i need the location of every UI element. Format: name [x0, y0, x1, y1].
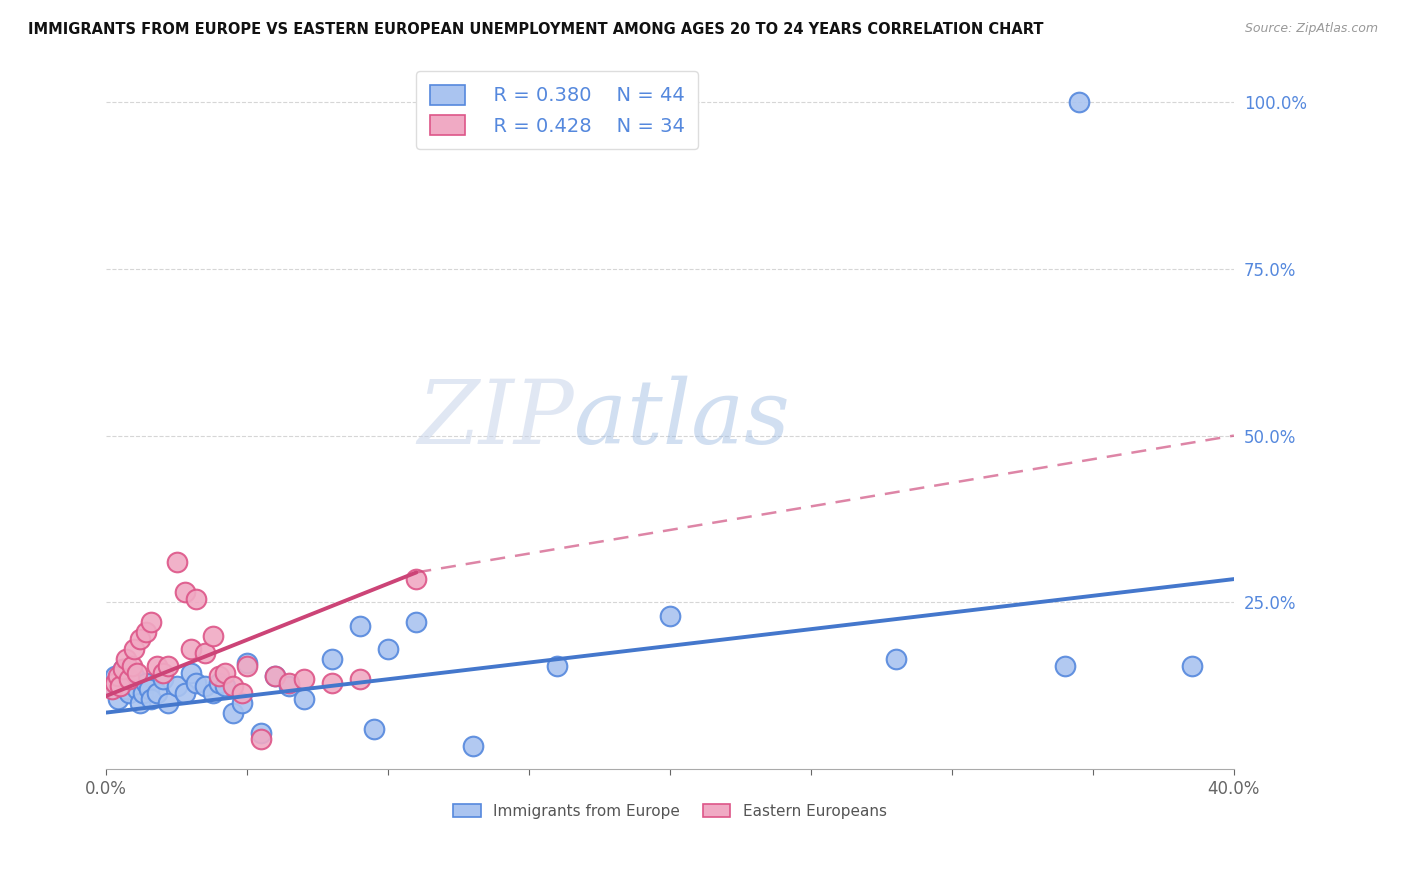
Point — [174, 685, 197, 699]
Text: atlas: atlas — [574, 376, 790, 462]
Point — [214, 679, 236, 693]
Point — [118, 685, 141, 699]
Point — [138, 682, 160, 697]
Point — [377, 642, 399, 657]
Point — [146, 658, 169, 673]
Point — [115, 652, 138, 666]
Point — [180, 665, 202, 680]
Point — [127, 682, 149, 697]
Point — [250, 725, 273, 739]
Point — [152, 665, 174, 680]
Point — [884, 652, 907, 666]
Point — [157, 658, 180, 673]
Point — [222, 706, 245, 720]
Point — [222, 679, 245, 693]
Point — [202, 685, 225, 699]
Point — [1053, 658, 1076, 673]
Point — [202, 629, 225, 643]
Point — [141, 692, 163, 706]
Point — [461, 739, 484, 753]
Point — [214, 665, 236, 680]
Point — [166, 555, 188, 569]
Point — [194, 646, 217, 660]
Point — [104, 675, 127, 690]
Point — [124, 669, 146, 683]
Point — [349, 619, 371, 633]
Point — [236, 656, 259, 670]
Point — [135, 675, 157, 690]
Point — [107, 669, 129, 683]
Point — [321, 652, 343, 666]
Point — [231, 685, 253, 699]
Text: Source: ZipAtlas.com: Source: ZipAtlas.com — [1244, 22, 1378, 36]
Point — [250, 732, 273, 747]
Point — [101, 679, 124, 693]
Point — [135, 625, 157, 640]
Point — [186, 675, 208, 690]
Point — [1067, 95, 1090, 109]
Point — [1181, 658, 1204, 673]
Point — [110, 675, 132, 690]
Point — [121, 672, 143, 686]
Point — [107, 692, 129, 706]
Point — [236, 658, 259, 673]
Point — [278, 675, 301, 690]
Point — [121, 658, 143, 673]
Point — [292, 692, 315, 706]
Point — [124, 642, 146, 657]
Point — [180, 642, 202, 657]
Point — [112, 662, 135, 676]
Point — [264, 669, 287, 683]
Point — [152, 672, 174, 686]
Point — [264, 669, 287, 683]
Point — [278, 679, 301, 693]
Point — [174, 585, 197, 599]
Point — [349, 672, 371, 686]
Point — [129, 696, 152, 710]
Point — [292, 672, 315, 686]
Point — [132, 685, 155, 699]
Point — [127, 665, 149, 680]
Point — [405, 572, 427, 586]
Legend: Immigrants from Europe, Eastern Europeans: Immigrants from Europe, Eastern European… — [447, 797, 893, 825]
Point — [129, 632, 152, 647]
Point — [146, 685, 169, 699]
Point — [186, 592, 208, 607]
Point — [110, 679, 132, 693]
Point — [405, 615, 427, 630]
Point — [166, 679, 188, 693]
Point — [231, 696, 253, 710]
Point — [546, 658, 568, 673]
Point — [101, 682, 124, 697]
Point — [104, 669, 127, 683]
Point — [141, 615, 163, 630]
Point — [208, 669, 231, 683]
Point — [118, 672, 141, 686]
Point — [208, 675, 231, 690]
Point — [194, 679, 217, 693]
Text: ZIP: ZIP — [418, 376, 574, 462]
Point — [112, 662, 135, 676]
Point — [659, 608, 682, 623]
Point — [321, 675, 343, 690]
Point — [363, 723, 385, 737]
Point — [157, 696, 180, 710]
Text: IMMIGRANTS FROM EUROPE VS EASTERN EUROPEAN UNEMPLOYMENT AMONG AGES 20 TO 24 YEAR: IMMIGRANTS FROM EUROPE VS EASTERN EUROPE… — [28, 22, 1043, 37]
Point — [115, 682, 138, 697]
